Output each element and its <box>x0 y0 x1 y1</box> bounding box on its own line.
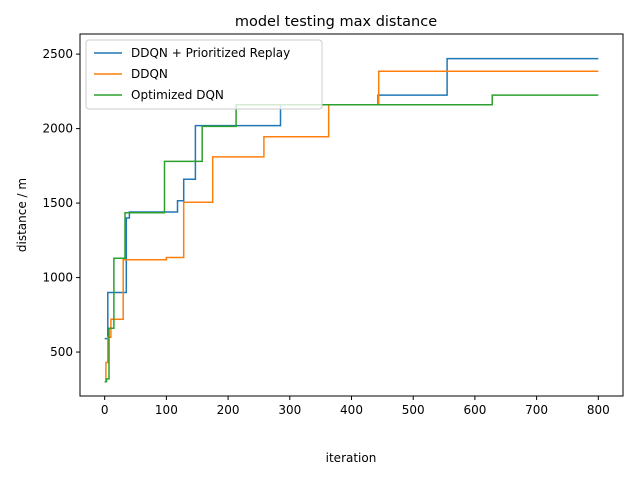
x-tick-label: 400 <box>340 403 363 417</box>
x-tick-label: 700 <box>525 403 548 417</box>
x-tick-label: 100 <box>155 403 178 417</box>
x-tick-label: 0 <box>101 403 109 417</box>
legend-label-3: Optimized DQN <box>131 88 224 102</box>
legend: DDQN + Prioritized Replay DDQN Optimized D… <box>85 39 323 110</box>
x-tick-label: 200 <box>217 403 240 417</box>
legend-box <box>85 39 323 110</box>
x-tick-label: 300 <box>278 403 301 417</box>
axis-ticks: 0 100 200 300 400 500 600 700 800 500 1000 1500 2000… <box>42 47 609 417</box>
x-axis-label: iteration <box>326 451 377 465</box>
y-tick-label: 1500 <box>42 196 73 210</box>
chart-title: model testing max distance <box>235 14 437 30</box>
y-tick-label: 500 <box>50 345 73 359</box>
y-tick-label: 2000 <box>42 122 73 136</box>
x-tick-label: 600 <box>463 403 486 417</box>
legend-label-1: DDQN + Prioritized Replay <box>131 46 290 60</box>
x-tick-label: 800 <box>587 403 610 417</box>
y-axis-label: distance / m <box>15 178 29 252</box>
x-tick-label: 500 <box>402 403 425 417</box>
series-line-2 <box>104 70 599 383</box>
y-tick-label: 2500 <box>42 47 73 61</box>
y-tick-label: 1000 <box>42 271 73 285</box>
legend-label-2: DDQN <box>131 67 168 81</box>
